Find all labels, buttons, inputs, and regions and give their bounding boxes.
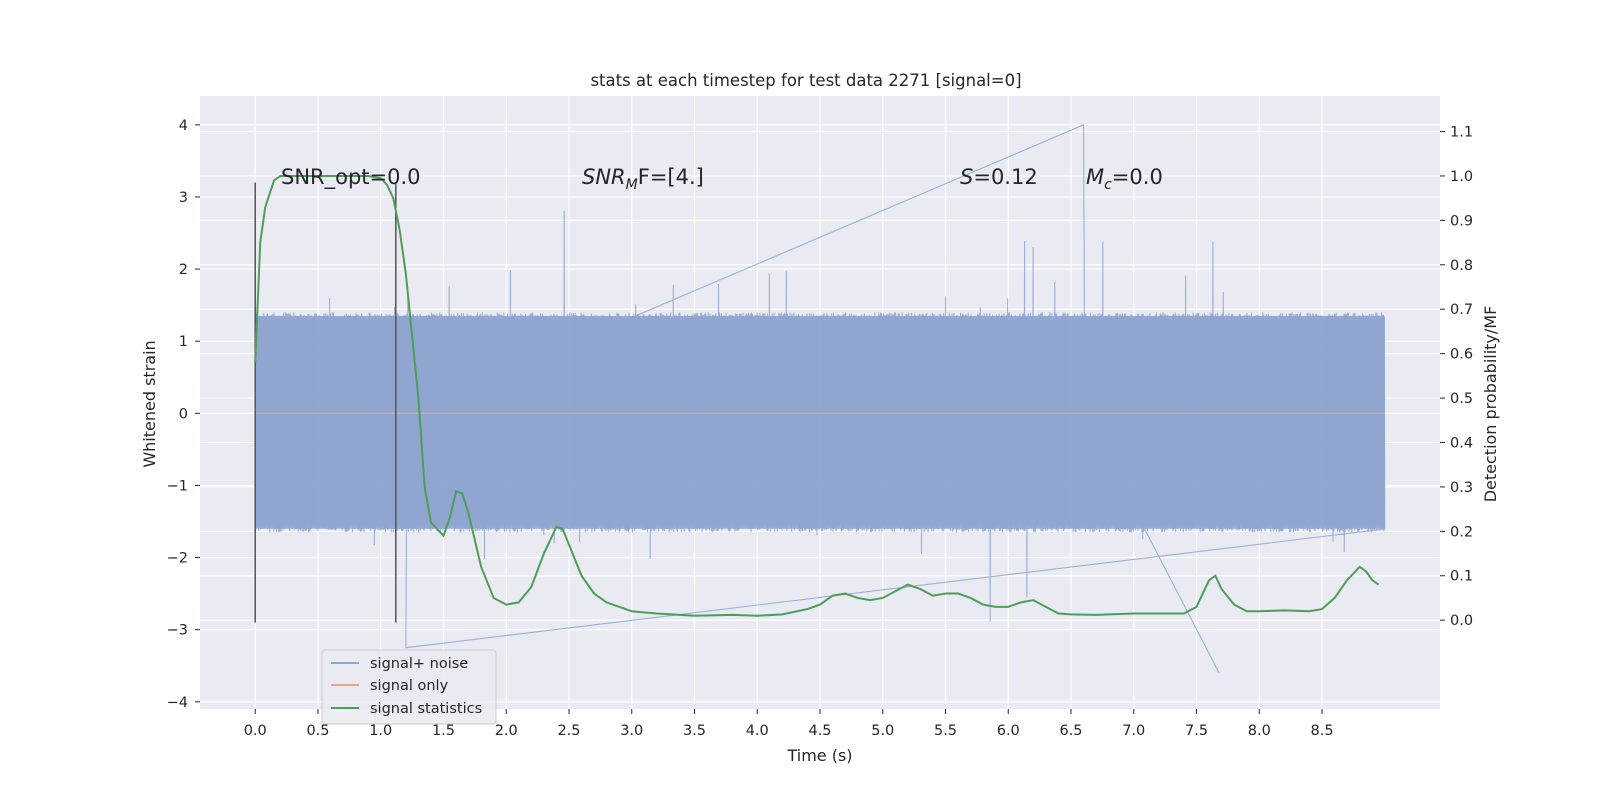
mc-var: M — [1086, 165, 1104, 189]
x-axis-ticks: 0.0 0.5 1.0 1.5 2.0 2.5 3.0 3.5 4.0 4.5 5.0 5.5 6.0 6… — [244, 709, 1334, 739]
annotation-s: S=0.12 — [960, 165, 1038, 189]
legend-label-signal-statistics: signal statistics — [370, 701, 482, 717]
legend-box — [321, 649, 497, 725]
x-tick-label-12: 6.0 — [997, 723, 1020, 739]
x-tick-label-0: 0.0 — [244, 723, 267, 739]
y-right-tick-label-0: 1.1 — [1450, 125, 1473, 141]
chart-title: stats at each timestep for test data 227… — [590, 71, 1021, 90]
y-tick-label-1: 3 — [179, 190, 188, 206]
x-tick-label-6: 3.0 — [620, 723, 643, 739]
annotation-mc: Mc=0.0 — [1086, 165, 1163, 193]
y-right-tick-label-11: 0.0 — [1450, 613, 1473, 629]
y-tick-label-4: 0 — [179, 406, 188, 422]
y-tick-label-0: 4 — [179, 118, 188, 134]
snr-mf-sub: M — [626, 177, 638, 193]
y-right-tick-label-6: 0.5 — [1450, 391, 1473, 407]
snr-mf-suffix: F=[4.] — [638, 165, 704, 189]
x-tick-label-9: 4.5 — [808, 723, 831, 739]
y-right-tick-label-9: 0.2 — [1450, 524, 1473, 540]
x-tick-label-7: 3.5 — [683, 723, 706, 739]
x-tick-label-3: 1.5 — [432, 723, 455, 739]
y-right-tick-label-8: 0.3 — [1450, 480, 1473, 496]
x-tick-label-14: 7.0 — [1122, 723, 1145, 739]
s-value: =0.12 — [973, 165, 1037, 189]
legend: signal+ noise signal only signal statist… — [321, 649, 497, 725]
y-right-tick-label-2: 0.9 — [1450, 213, 1473, 229]
legend-label-signal-only: signal only — [370, 678, 449, 694]
annotation-snr-opt: SNR_opt=0.0 — [281, 165, 421, 190]
y-right-axis-ticks: 1.1 1.0 0.9 0.8 0.7 0.6 0.5 0.4 0.3 0.2 0.1 0.0 — [1440, 125, 1473, 629]
y-axis-label: Whitened strain — [140, 340, 159, 467]
signal-statistics-series — [254, 174, 1380, 617]
y-axis-ticks: 4 3 2 1 0 −1 −2 −3 −4 — [167, 118, 200, 711]
y-right-axis-label: Detection probability/MF — [1481, 306, 1500, 503]
x-tick-label-11: 5.5 — [934, 723, 957, 739]
legend-label-signal-noise: signal+ noise — [370, 656, 468, 672]
y-tick-label-8: −4 — [167, 695, 188, 711]
x-tick-label-13: 6.5 — [1059, 723, 1082, 739]
signal-noise-core — [255, 315, 1385, 529]
x-tick-label-2: 1.0 — [369, 723, 392, 739]
x-tick-label-1: 0.5 — [306, 723, 329, 739]
x-axis-label: Time (s) — [786, 746, 852, 765]
vertical-markers — [254, 182, 397, 623]
annotation-snr-mf: SNRMF=[4.] — [582, 165, 704, 193]
x-tick-label-4: 2.0 — [495, 723, 518, 739]
y-tick-label-2: 2 — [179, 262, 188, 278]
y-right-tick-label-5: 0.6 — [1450, 347, 1473, 363]
x-tick-label-8: 4.0 — [746, 723, 769, 739]
y-tick-label-6: −2 — [167, 551, 188, 567]
y-tick-label-7: −3 — [167, 623, 188, 639]
y-right-tick-label-3: 0.8 — [1450, 258, 1473, 274]
snr-mf-prefix: SNR — [582, 165, 626, 189]
x-tick-label-5: 2.5 — [557, 723, 580, 739]
y-right-tick-label-10: 0.1 — [1450, 569, 1473, 585]
x-tick-label-17: 8.5 — [1310, 723, 1333, 739]
x-tick-label-15: 7.5 — [1185, 723, 1208, 739]
y-tick-label-5: −1 — [167, 478, 188, 494]
signal-statistics-line — [254, 174, 1380, 617]
y-tick-label-3: 1 — [179, 334, 188, 350]
mc-sub: c — [1104, 177, 1112, 193]
s-var: S — [960, 165, 973, 189]
mc-value: =0.0 — [1112, 165, 1163, 189]
x-tick-label-16: 8.0 — [1248, 723, 1271, 739]
signal-noise-series — [254, 124, 1386, 674]
x-tick-label-10: 5.0 — [871, 723, 894, 739]
y-right-tick-label-7: 0.4 — [1450, 435, 1473, 451]
y-right-tick-label-1: 1.0 — [1450, 169, 1473, 185]
y-right-tick-label-4: 0.7 — [1450, 302, 1473, 318]
